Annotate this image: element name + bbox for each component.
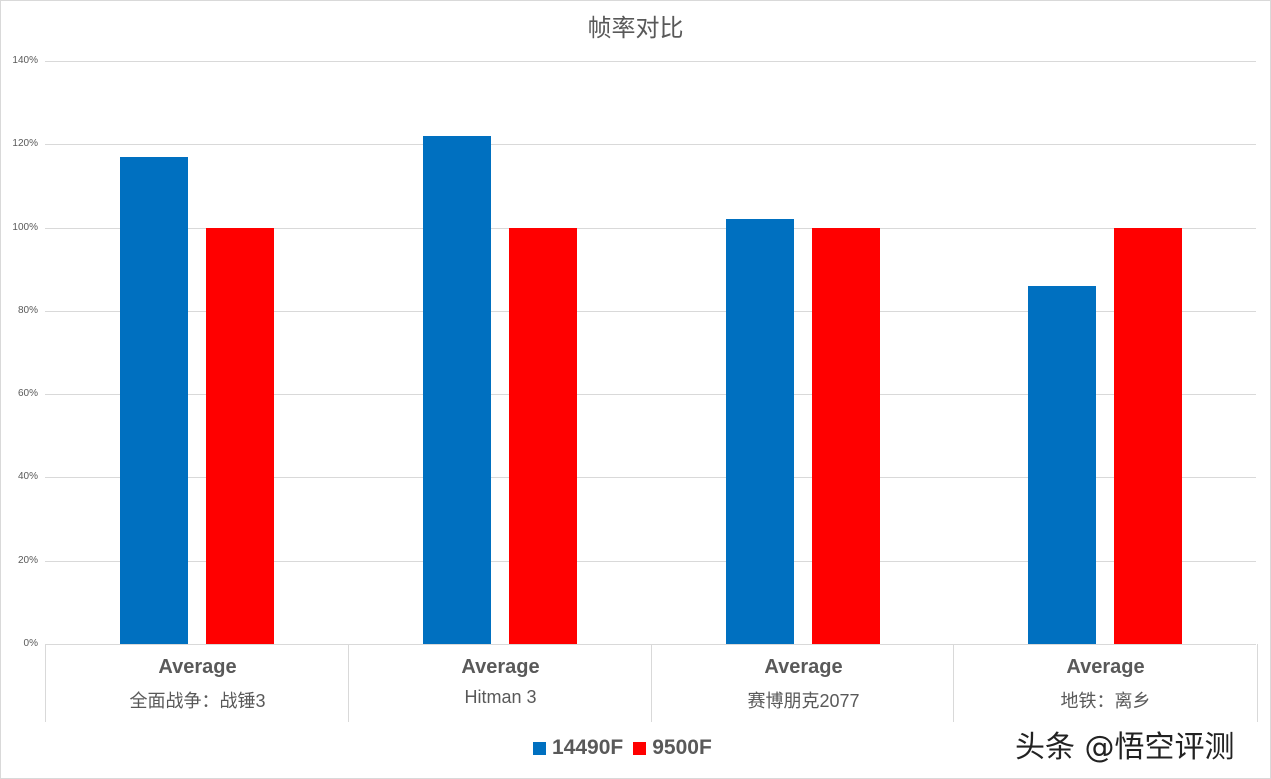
gridline	[45, 394, 1256, 395]
category-line2: Hitman 3	[464, 687, 537, 707]
y-tick-label: 0%	[23, 638, 38, 649]
bar-9500f	[812, 228, 880, 644]
y-tick-label: 40%	[17, 471, 38, 482]
bar-9500f	[1114, 228, 1182, 644]
bar-14490f	[1028, 286, 1096, 644]
bar-9500f	[206, 228, 274, 644]
y-tick-label: 140%	[12, 55, 38, 66]
category-line1: Average	[461, 656, 540, 678]
chart-title: 帧率对比	[587, 14, 684, 42]
y-tick-label: 100%	[12, 222, 38, 233]
y-tick-label: 20%	[17, 555, 38, 566]
legend-swatch-9500f	[633, 741, 647, 755]
gridline	[45, 477, 1256, 478]
legend-swatch-14490f	[533, 741, 546, 755]
category-line1: Average	[1066, 656, 1145, 678]
category-line2: 地铁：离乡	[1060, 691, 1151, 711]
bar-14490f	[726, 219, 794, 644]
gridline	[45, 144, 1256, 145]
bar-9500f	[509, 228, 577, 644]
category-label: Average 地铁：离乡	[953, 644, 1258, 722]
category-line1: Average	[764, 656, 843, 678]
gridline	[45, 644, 1256, 645]
gridline	[45, 311, 1256, 312]
category-line1: Average	[158, 656, 237, 678]
y-tick-label: 120%	[12, 138, 38, 149]
gridline	[45, 228, 1256, 229]
bar-14490f	[120, 157, 188, 644]
category-line2: 赛博朋克2077	[747, 691, 860, 711]
category-label: Average 赛博朋克2077	[651, 644, 955, 722]
legend: 14490F 9500F	[533, 736, 712, 760]
category-label: Average Hitman 3	[348, 644, 652, 722]
category-line2: 全面战争：战锤3	[129, 691, 266, 711]
y-tick-label: 80%	[17, 305, 38, 316]
watermark: 头条 @悟空评测	[1015, 730, 1235, 765]
legend-label-9500f: 9500F	[652, 736, 712, 759]
y-tick-label: 60%	[17, 388, 38, 399]
legend-label-14490f: 14490F	[552, 736, 624, 759]
gridline	[45, 61, 1256, 62]
gridline	[45, 561, 1256, 562]
bar-14490f	[423, 136, 491, 644]
category-label: Average 全面战争：战锤3	[45, 644, 349, 722]
